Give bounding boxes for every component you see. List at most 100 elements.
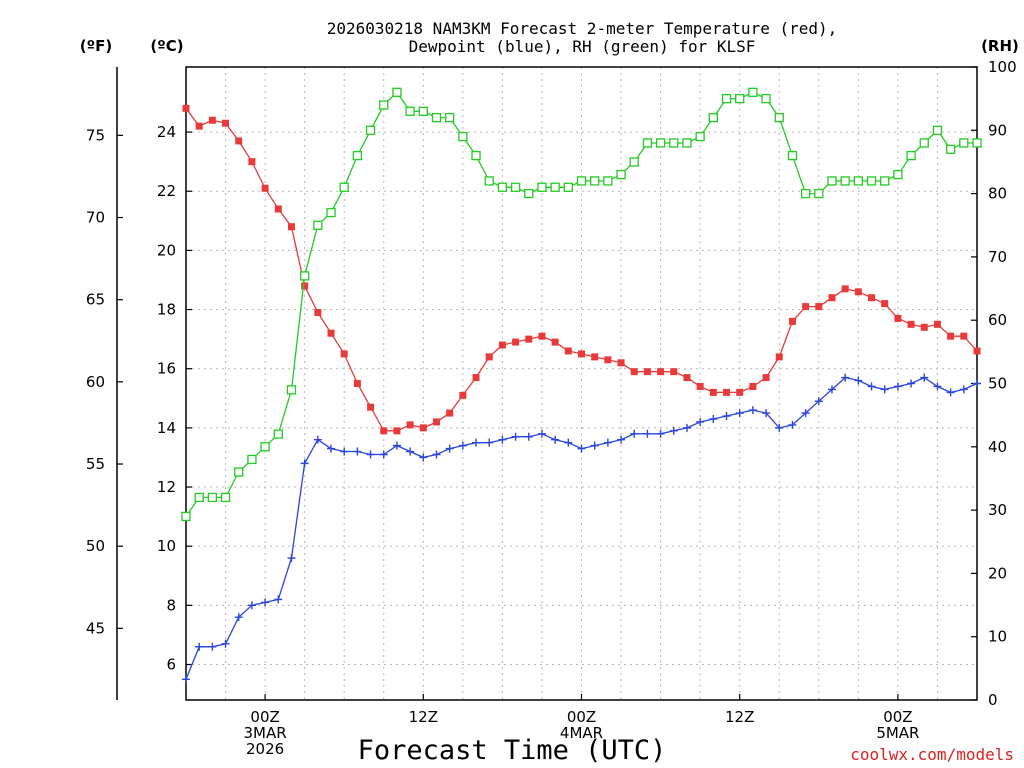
temperature-point: [643, 368, 651, 376]
dewpoint-point: [327, 444, 336, 453]
rh-tick-label: 40: [988, 438, 1007, 456]
temperature-point: [578, 350, 585, 358]
x-tick-label: 3MAR: [244, 724, 287, 742]
temperature-series: [182, 104, 981, 435]
c-tick-label: 10: [157, 537, 176, 555]
temperature-point: [538, 332, 546, 340]
credit-text: coolwx.com/models: [850, 745, 1014, 764]
temperature-point: [617, 359, 625, 367]
dewpoint-point: [445, 444, 454, 453]
temperature-point: [208, 116, 216, 124]
temperature-point: [182, 104, 190, 112]
rh-point: [234, 467, 244, 477]
rh-point: [642, 138, 653, 148]
data-series: [181, 87, 982, 684]
f-tick-label: 55: [86, 455, 105, 473]
temperature-point: [287, 223, 295, 231]
temperature-point: [564, 347, 572, 355]
dewpoint-point: [432, 450, 441, 459]
dewpoint-point: [801, 409, 810, 418]
temperature-point: [498, 341, 506, 349]
dewpoint-point: [221, 639, 230, 648]
rh-point: [260, 442, 270, 452]
temperature-point: [604, 356, 612, 364]
dewpoint-point: [234, 613, 243, 622]
dewpoint-point: [933, 382, 942, 391]
rh-tick-label: 90: [988, 121, 1007, 139]
dewpoint-point: [195, 642, 204, 651]
rh-point: [761, 94, 771, 104]
temperature-point: [393, 427, 401, 435]
rh-point: [339, 182, 349, 192]
temperature-point: [881, 300, 889, 308]
temperature-point: [340, 350, 348, 358]
chart-footer: Forecast Time (UTC) coolwx.com/models: [358, 735, 1014, 766]
rh-point: [181, 511, 191, 522]
temperature-point: [723, 388, 731, 396]
dewpoint-point: [300, 459, 309, 468]
rh-point: [827, 176, 837, 186]
rh-tick-label: 80: [988, 185, 1007, 203]
dewpoint-series: [182, 373, 981, 684]
temperature-point: [472, 374, 480, 382]
dewpoint-point: [392, 441, 401, 450]
dewpoint-point: [788, 420, 797, 429]
axis-unit-labels: (ºF) (ºC) (RH): [80, 37, 1019, 55]
rh-point: [800, 188, 811, 199]
temperature-point: [314, 309, 322, 317]
temperature-point: [973, 347, 981, 355]
rh-point: [840, 176, 850, 186]
dewpoint-point: [458, 441, 467, 450]
rh-point: [445, 112, 455, 123]
dewpoint-point: [551, 435, 560, 444]
title-line-2: Dewpoint (blue), RH (green) for KLSF: [409, 37, 756, 56]
dewpoint-point: [920, 373, 929, 382]
c-tick-label: 14: [157, 419, 176, 437]
temperature-point: [248, 158, 256, 166]
rh-point: [866, 176, 877, 186]
axis-tick-labels: 6 8 10 12 14 16 18 20 22 24 45 50 55 60 65 70 75 0 10 20 30 4…: [86, 58, 1017, 758]
rh-point: [932, 125, 943, 135]
f-tick-label: 45: [86, 619, 105, 637]
rh-point: [655, 138, 666, 148]
rh-point: [629, 157, 639, 167]
rh-tick-label: 70: [988, 248, 1007, 266]
rh-point: [787, 150, 798, 161]
temperature-point: [907, 320, 915, 328]
dewpoint-point: [696, 417, 705, 426]
dewpoint-point: [564, 438, 573, 447]
rh-point: [365, 125, 376, 135]
temperature-point: [195, 122, 203, 130]
temperature-point: [920, 323, 928, 331]
x-tick-label: 2026: [246, 740, 284, 758]
rh-series: [181, 87, 982, 522]
rh-point: [418, 106, 428, 116]
f-tick-label: 75: [86, 126, 105, 144]
rh-tick-label: 30: [988, 501, 1007, 519]
dewpoint-point: [406, 447, 415, 456]
x-tick-label: 00Z: [567, 708, 596, 726]
temperature-point: [736, 388, 744, 396]
rh-point: [959, 138, 969, 148]
dewpoint-point: [379, 450, 388, 459]
unit-label-c: (ºC): [150, 37, 183, 55]
temperature-point: [432, 418, 440, 426]
x-tick-label: 12Z: [725, 708, 754, 726]
temperature-point: [459, 391, 467, 399]
rh-point: [458, 131, 468, 142]
rh-point: [286, 385, 297, 395]
temperature-point: [630, 368, 638, 376]
dewpoint-point: [854, 376, 863, 385]
rh-point: [748, 87, 758, 97]
temperature-point: [525, 335, 533, 343]
temperature-point: [894, 314, 902, 322]
rh-point: [537, 182, 547, 192]
unit-label-f: (ºF): [80, 37, 112, 55]
f-tick-label: 50: [86, 537, 105, 555]
temperature-point: [446, 409, 454, 417]
temperature-point: [485, 353, 493, 361]
rh-point: [326, 207, 336, 218]
rh-tick-label: 50: [988, 375, 1007, 393]
rh-point: [814, 188, 824, 199]
temperature-point: [235, 137, 243, 145]
